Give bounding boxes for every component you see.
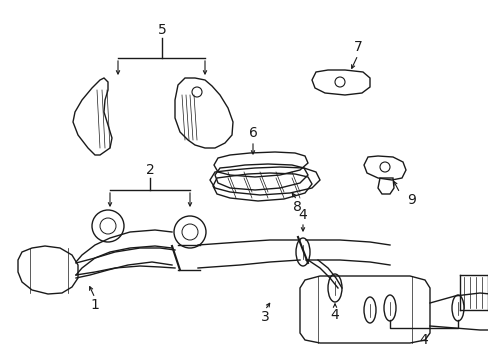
Text: 5: 5 [157, 23, 166, 37]
Text: 8: 8 [292, 200, 301, 214]
Text: 9: 9 [407, 193, 416, 207]
Text: 1: 1 [90, 298, 99, 312]
Text: 4: 4 [298, 208, 307, 222]
Text: 2: 2 [145, 163, 154, 177]
Text: 3: 3 [260, 310, 269, 324]
Text: 6: 6 [248, 126, 257, 140]
Text: 7: 7 [353, 40, 362, 54]
Text: 4: 4 [330, 308, 339, 322]
Text: 4: 4 [419, 333, 427, 347]
